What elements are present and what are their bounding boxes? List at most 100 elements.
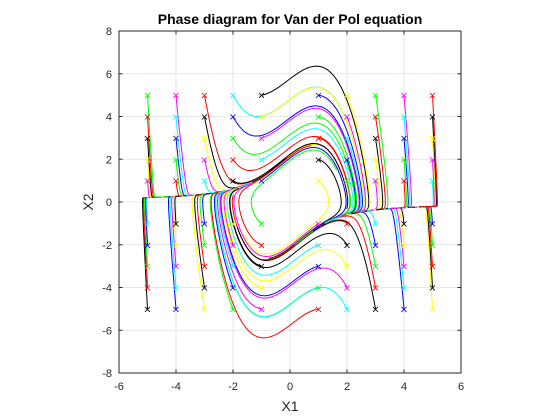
start-point-marker: ×: [143, 304, 151, 315]
start-point-marker: ×: [400, 112, 408, 123]
x-tick-label: -2: [228, 381, 238, 393]
start-point-marker: ×: [257, 176, 265, 187]
start-point-marker: ×: [400, 176, 408, 187]
x-tick-label: -6: [114, 381, 124, 393]
start-point-marker: ×: [371, 112, 379, 123]
x-tick-label: 4: [401, 381, 407, 393]
start-point-marker: ×: [172, 304, 180, 315]
start-point-marker: ×: [428, 155, 436, 166]
x-axis-label: X1: [281, 398, 298, 414]
start-point-marker: ×: [172, 219, 180, 230]
start-point-marker: ×: [371, 133, 379, 144]
y-tick-label: -6: [102, 325, 112, 337]
start-point-marker: ×: [400, 133, 408, 144]
trajectory-line: [219, 186, 348, 299]
x-tick-label: 6: [458, 381, 464, 393]
start-point-marker: ×: [200, 133, 208, 144]
trajectory-line: [232, 143, 349, 210]
y-tick-label: 2: [106, 154, 112, 166]
start-point-marker: ×: [143, 262, 151, 273]
start-point-marker: ×: [172, 91, 180, 102]
start-point-marker: ×: [343, 304, 351, 315]
start-point-marker: ×: [143, 112, 151, 123]
start-point-marker: ×: [400, 91, 408, 102]
start-point-marker: ×: [172, 112, 180, 123]
start-point-marker: ×: [400, 155, 408, 166]
start-point-marker: ×: [229, 262, 237, 273]
start-point-marker: ×: [229, 176, 237, 187]
start-point-marker: ×: [143, 240, 151, 251]
start-point-marker: ×: [314, 283, 322, 294]
start-point-marker: ×: [371, 155, 379, 166]
start-point-marker: ×: [172, 155, 180, 166]
trajectories: [142, 65, 438, 339]
start-point-marker: ×: [371, 262, 379, 273]
start-point-marker: ×: [314, 133, 322, 144]
start-point-marker: ×: [343, 155, 351, 166]
start-point-marker: ×: [229, 91, 237, 102]
start-point-marker: ×: [314, 240, 322, 251]
start-point-marker: ×: [200, 155, 208, 166]
start-point-marker: ×: [343, 112, 351, 123]
start-point-marker: ×: [400, 283, 408, 294]
start-point-marker: ×: [143, 91, 151, 102]
start-point-marker: ×: [428, 176, 436, 187]
y-tick-label: -4: [102, 283, 112, 295]
trajectory-line: [229, 187, 348, 268]
start-point-marker: ×: [172, 283, 180, 294]
start-point-marker: ×: [343, 176, 351, 187]
start-point-marker: ×: [314, 304, 322, 315]
start-point-marker: ×: [229, 155, 237, 166]
start-point-marker: ×: [143, 176, 151, 187]
start-point-marker: ×: [343, 133, 351, 144]
start-point-marker: ×: [371, 240, 379, 251]
start-point-marker: ×: [172, 133, 180, 144]
start-point-marker: ×: [400, 240, 408, 251]
start-point-marker: ×: [200, 176, 208, 187]
y-tick-label: 0: [106, 197, 112, 209]
start-point-marker: ×: [257, 262, 265, 273]
start-point-marker: ×: [143, 133, 151, 144]
start-point-marker: ×: [200, 304, 208, 315]
start-point-marker: ×: [257, 155, 265, 166]
start-point-marker: ×: [371, 219, 379, 230]
trajectory-line: [233, 182, 319, 257]
start-point-marker: ×: [257, 133, 265, 144]
start-point-marker: ×: [428, 91, 436, 102]
start-point-marker: ×: [143, 283, 151, 294]
start-point-marker: ×: [428, 304, 436, 315]
start-point-marker: ×: [229, 219, 237, 230]
start-point-marker: ×: [200, 283, 208, 294]
start-point-marker: ×: [257, 91, 265, 102]
plot-area: × × × × × × × × × × × × × × × × × × × × × × × × × × × × × × × × × × × × × × × ×…: [102, 26, 464, 393]
start-point-marker: ×: [143, 155, 151, 166]
start-point-marker: ×: [428, 133, 436, 144]
start-point-marker: ×: [371, 283, 379, 294]
start-point-marker: ×: [314, 112, 322, 123]
start-point-marker: ×: [314, 91, 322, 102]
start-point-marker: ×: [200, 91, 208, 102]
start-point-marker: ×: [343, 240, 351, 251]
start-point-marker: ×: [314, 219, 322, 230]
start-point-marker: ×: [172, 176, 180, 187]
start-point-marker: ×: [400, 219, 408, 230]
start-point-marker: ×: [257, 240, 265, 251]
start-point-marker: ×: [257, 283, 265, 294]
start-point-marker: ×: [371, 91, 379, 102]
start-point-marker: ×: [172, 262, 180, 273]
start-point-marker: ×: [428, 283, 436, 294]
start-point-marker: ×: [343, 91, 351, 102]
y-tick-label: 8: [106, 26, 112, 38]
trajectory-line: [236, 219, 376, 309]
start-point-marker: ×: [200, 262, 208, 273]
start-point-marker: ×: [229, 112, 237, 123]
start-point-marker: ×: [229, 304, 237, 315]
start-markers: × × × × × × × × × × × × × × × × × × × × × × × × × × × × × × × × × × × × × × × ×…: [143, 91, 436, 316]
start-point-marker: ×: [229, 240, 237, 251]
start-point-marker: ×: [428, 240, 436, 251]
start-point-marker: ×: [229, 133, 237, 144]
start-point-marker: ×: [428, 219, 436, 230]
start-point-marker: ×: [314, 155, 322, 166]
